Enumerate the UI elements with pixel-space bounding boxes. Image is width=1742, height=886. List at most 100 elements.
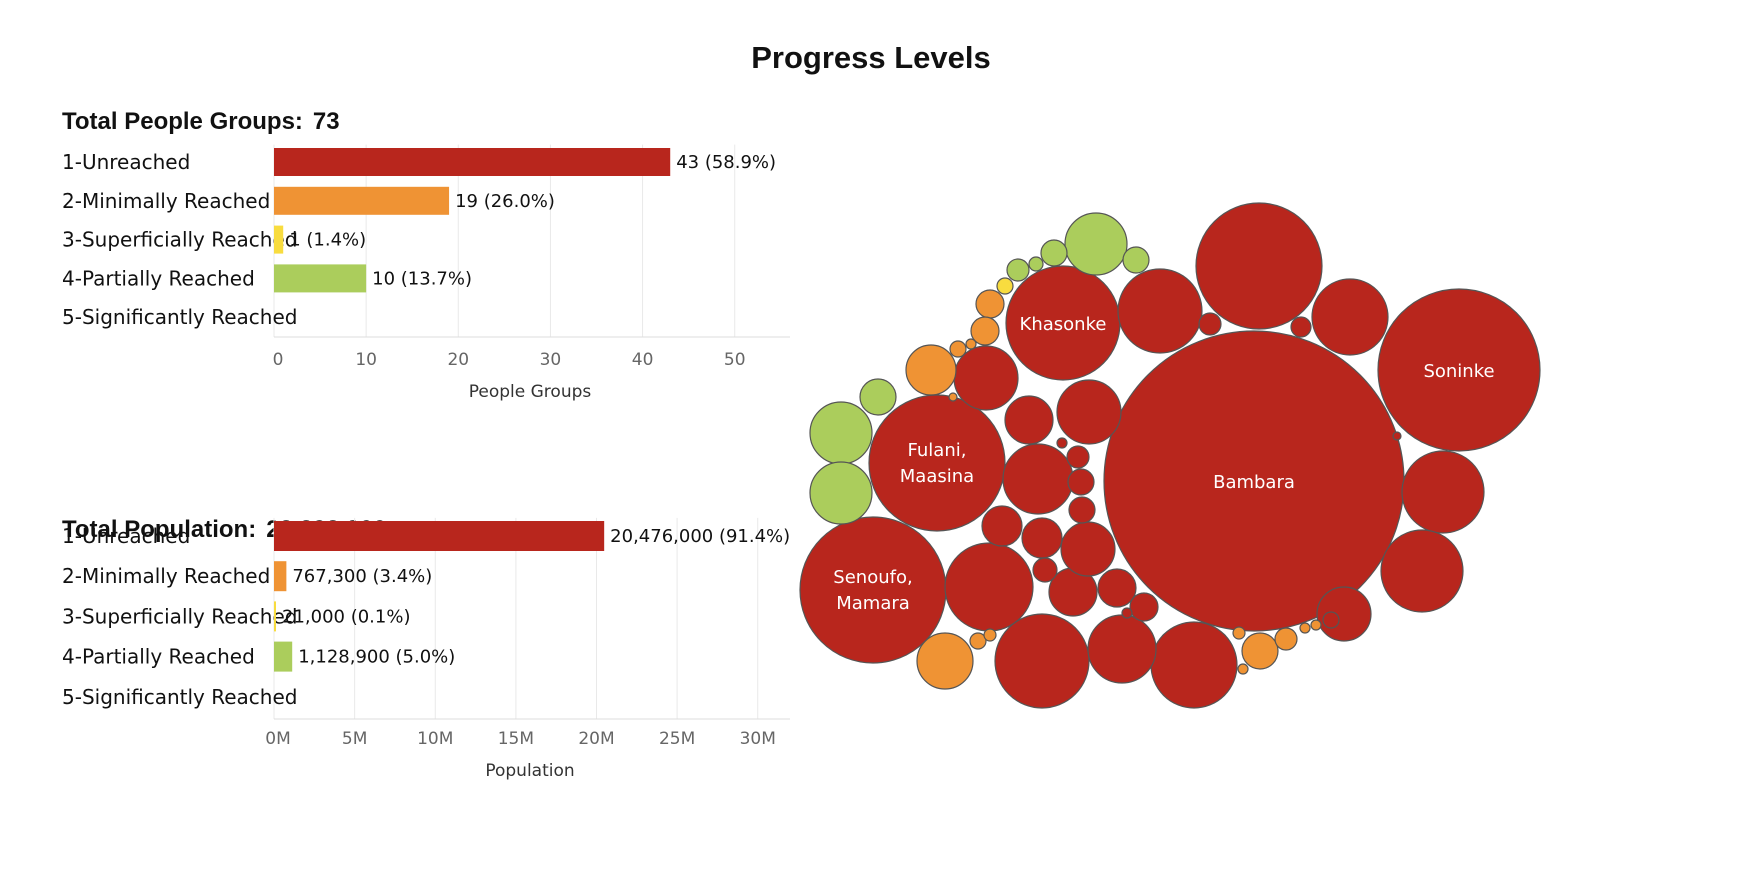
bubble[interactable] — [1392, 431, 1402, 441]
bubble[interactable] — [969, 632, 987, 650]
bubble[interactable] — [970, 316, 1000, 346]
category-label: 2-Minimally Reached — [62, 564, 270, 588]
category-label: 3-Superficially Reached — [62, 604, 297, 628]
x-axis-title: People Groups — [469, 382, 592, 402]
bubble-fulani[interactable] — [868, 394, 1006, 532]
data-label: 19 (26.0%) — [455, 191, 555, 212]
bar-2-minimally-reached[interactable] — [274, 561, 287, 592]
bubble[interactable] — [1006, 258, 1030, 282]
x-tick-label: 25M — [659, 729, 695, 749]
x-tick-label: 5M — [342, 729, 367, 749]
bubble[interactable] — [1087, 614, 1157, 684]
people-groups-bar-chart: 0 10 20 30 40 50 1-Unreached 43 (58.9%) 2-Minima… — [62, 144, 790, 402]
bubble[interactable] — [1241, 632, 1279, 670]
bar-1-unreached[interactable] — [274, 521, 605, 551]
x-tick-label: 30 — [540, 350, 562, 370]
groups-total: 73 — [312, 108, 340, 135]
x-tick-label: 10M — [417, 729, 453, 749]
bubble[interactable] — [1129, 592, 1159, 622]
bubble[interactable] — [1316, 586, 1372, 642]
x-tick-label: 20M — [578, 729, 614, 749]
bubble[interactable] — [1310, 619, 1322, 631]
bubble[interactable] — [1117, 268, 1203, 354]
category-label: 1-Unreached — [62, 150, 190, 174]
data-label: 1,128,900 (5.0%) — [298, 647, 455, 668]
bubble[interactable] — [1040, 239, 1068, 267]
bubble[interactable] — [1195, 202, 1323, 330]
category-label: 5-Significantly Reached — [62, 685, 297, 709]
data-label: 21,000 (0.1%) — [282, 606, 410, 627]
bubble[interactable] — [1380, 529, 1464, 613]
bubble[interactable] — [1274, 627, 1298, 651]
bubble[interactable] — [1064, 212, 1128, 276]
bubble[interactable] — [1032, 557, 1058, 583]
category-label: 1-Unreached — [62, 524, 190, 548]
bubble[interactable] — [1299, 622, 1311, 634]
bubble[interactable] — [1401, 450, 1485, 534]
bar-4-partially-reached[interactable] — [274, 641, 293, 672]
groups-title-label: Total People Groups: — [62, 108, 303, 135]
x-tick-label: 0 — [273, 350, 284, 370]
category-label: 5-Significantly Reached — [62, 305, 297, 329]
bubble[interactable] — [948, 392, 958, 402]
data-label: 767,300 (3.4%) — [292, 566, 432, 587]
bubble[interactable] — [905, 344, 957, 396]
population-title-label: Total Population: — [62, 516, 257, 543]
category-label: 3-Superficially Reached — [62, 228, 297, 252]
x-tick-label: 0M — [265, 729, 290, 749]
bubble[interactable] — [994, 613, 1090, 709]
bubble[interactable] — [1060, 521, 1116, 577]
bubble[interactable] — [1002, 443, 1074, 515]
bubble[interactable] — [916, 632, 974, 690]
bar-1-unreached[interactable] — [274, 148, 671, 176]
bubble[interactable] — [996, 277, 1014, 295]
bubble[interactable] — [1056, 379, 1122, 445]
bar-2-minimally-reached[interactable] — [274, 186, 450, 215]
bubble[interactable] — [1048, 567, 1098, 617]
category-label: 4-Partially Reached — [62, 645, 255, 669]
bubble[interactable] — [1004, 395, 1054, 445]
bubble[interactable] — [1067, 468, 1095, 496]
x-axis-title: Population — [485, 761, 574, 781]
bubble[interactable] — [975, 289, 1005, 319]
bubble-label-khasonke: Khasonke — [1020, 314, 1107, 335]
bubble-soninke[interactable] — [1377, 288, 1541, 452]
bubble-bambara[interactable] — [1103, 330, 1405, 632]
bubble-label-fulani-line1: Fulani, — [908, 440, 967, 461]
bubble[interactable] — [953, 345, 1019, 411]
x-tick-label: 30M — [740, 729, 776, 749]
category-label: 4-Partially Reached — [62, 266, 255, 290]
bubble[interactable] — [981, 505, 1023, 547]
data-label: 1 (1.4%) — [289, 230, 366, 251]
groups-panel-title: Total People Groups: 73 — [62, 108, 340, 136]
bar-4-partially-reached[interactable] — [274, 264, 367, 293]
bubble[interactable] — [1150, 621, 1238, 709]
bubble-label-soninke: Soninke — [1423, 361, 1494, 382]
x-tick-label: 15M — [498, 729, 534, 749]
bubble[interactable] — [1198, 312, 1222, 336]
bubble[interactable] — [944, 542, 1034, 632]
bubble[interactable] — [1290, 316, 1312, 338]
bubble[interactable] — [1097, 568, 1137, 608]
bubble[interactable] — [1237, 663, 1249, 675]
bubble[interactable] — [1311, 278, 1389, 356]
bubble[interactable] — [1066, 445, 1090, 469]
bubble[interactable] — [1028, 256, 1044, 272]
bubble[interactable] — [1021, 517, 1063, 559]
x-tick-label: 40 — [632, 350, 654, 370]
bubble-khasonke[interactable] — [1005, 265, 1121, 381]
bubble-label-bambara: Bambara — [1213, 472, 1295, 493]
bubble[interactable] — [1322, 611, 1340, 629]
bubble[interactable] — [1232, 626, 1246, 640]
page-title: Progress Levels — [751, 40, 991, 75]
bubble[interactable] — [949, 340, 967, 358]
bubble[interactable] — [1121, 607, 1133, 619]
bar-3-superficially-reached[interactable] — [274, 601, 276, 632]
bubble[interactable] — [1122, 246, 1150, 274]
bubble[interactable] — [1056, 437, 1068, 449]
bubble[interactable] — [983, 628, 997, 642]
bubble[interactable] — [965, 338, 977, 350]
x-tick-label: 10 — [355, 350, 377, 370]
bar-3-superficially-reached[interactable] — [274, 225, 284, 254]
bubble[interactable] — [1068, 496, 1096, 524]
